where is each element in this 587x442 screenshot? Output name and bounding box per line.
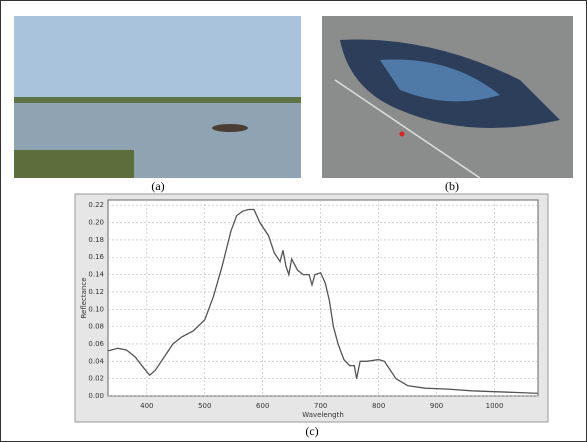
y-tick-label: 0.22 (88, 201, 104, 209)
caption: (b) (445, 179, 459, 193)
y-tick-label: 0.20 (88, 219, 104, 227)
figure: (a) (b) (c) 0.00 0.02 0.04 0.06 0.08 0.10 0.12… (0, 0, 587, 442)
x-tick-label: 700 (314, 402, 327, 410)
x-tick-label: 900 (430, 402, 443, 410)
y-axis-label: Reflectance (80, 277, 88, 318)
plot-area (108, 200, 538, 396)
photo-a (14, 16, 301, 178)
y-tick-label: 0.10 (88, 305, 104, 313)
y-tick-label: 0.06 (88, 340, 104, 348)
y-tick-label: 0.02 (88, 375, 104, 383)
y-tick-label: 0.14 (88, 271, 104, 279)
y-tick-label: 0.16 (88, 253, 104, 261)
x-tick-label: 600 (256, 402, 269, 410)
x-axis-label: Wavelength (302, 411, 344, 419)
caption: (c) (305, 424, 318, 438)
caption: (a) (151, 179, 164, 193)
y-tick-label: 0.04 (88, 357, 104, 365)
photo-b (322, 16, 573, 178)
y-tick-label: 0.00 (88, 392, 104, 400)
x-tick-label: 400 (140, 402, 153, 410)
x-tick-label: 1000 (486, 402, 504, 410)
x-tick-label: 800 (372, 402, 385, 410)
y-tick-label: 0.12 (88, 288, 104, 296)
y-tick-label: 0.08 (88, 323, 104, 331)
y-tick-label: 0.18 (88, 236, 104, 244)
x-tick-label: 500 (198, 402, 211, 410)
